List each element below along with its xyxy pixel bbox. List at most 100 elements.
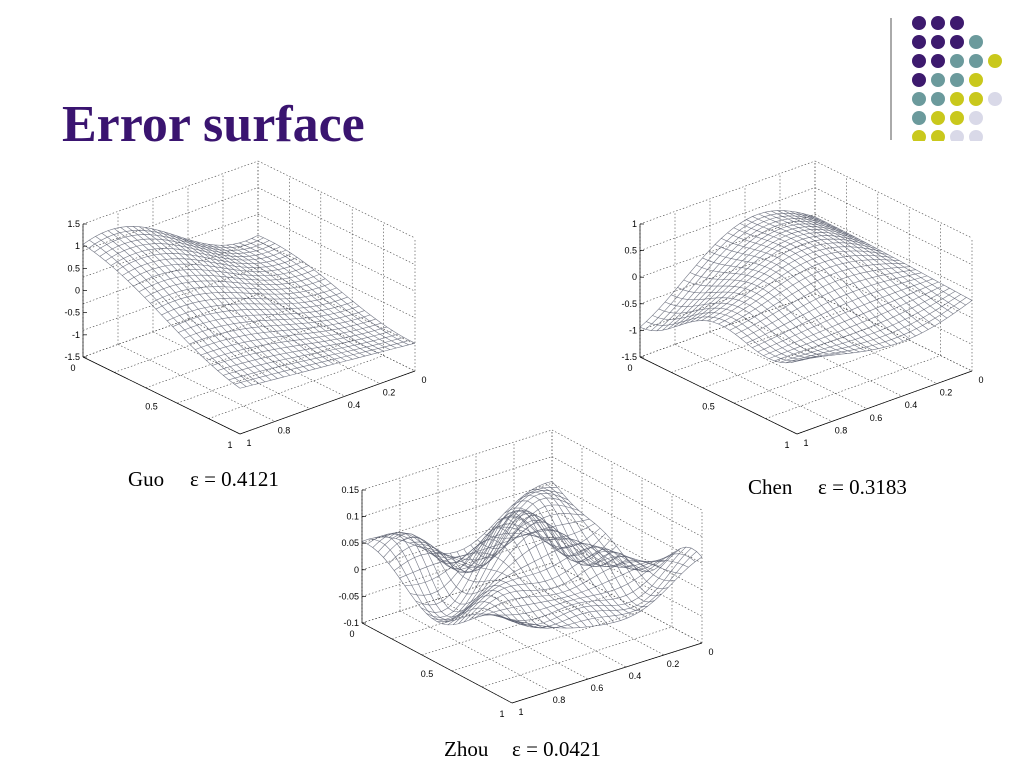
surface-mesh: [200, 318, 376, 356]
y-tick-label: 1: [518, 707, 523, 717]
surface-mesh: [497, 516, 648, 608]
decor-dot: [969, 130, 983, 141]
z-tick-label: 0.05: [341, 538, 359, 548]
wall-grid: [257, 240, 416, 319]
surface-mesh: [485, 551, 676, 616]
z-tick-label: -0.5: [64, 308, 80, 318]
floor-grid: [117, 344, 276, 422]
floor-grid: [222, 306, 381, 384]
surface-mesh: [501, 547, 692, 628]
y-tick-label: 0.2: [383, 388, 396, 398]
floor-grid: [451, 610, 643, 672]
surface-mesh: [217, 330, 393, 371]
decor-dot: [912, 54, 926, 68]
surface-mesh: [814, 216, 973, 301]
wall-grid: [551, 509, 703, 591]
surface-mesh: [506, 551, 697, 629]
surface-mesh: [752, 216, 910, 339]
surface-mesh: [257, 234, 416, 344]
floor-grid: [814, 293, 973, 372]
z-tick-label: -1.5: [621, 352, 637, 362]
wall-grid: [551, 456, 703, 537]
floor-grid: [481, 626, 673, 688]
z-tick-label: -0.1: [343, 618, 359, 628]
surface-mesh: [545, 483, 696, 571]
surface-mesh: [511, 556, 703, 629]
z-tick-label: 0: [354, 565, 359, 575]
floor-grid: [744, 318, 903, 397]
y-tick-label: 0.6: [870, 413, 883, 423]
surface-mesh: [195, 314, 371, 350]
floor-grid: [779, 306, 938, 384]
surface-mesh: [768, 284, 945, 359]
y-tick-label: 1: [803, 438, 808, 448]
z-tick-label: 0.15: [341, 485, 359, 495]
x-tick-label: 1: [499, 709, 504, 719]
floor-grid: [765, 355, 941, 419]
surface-mesh: [189, 239, 347, 362]
surface-mesh: [727, 232, 885, 348]
caption-error: ε = 0.4121: [190, 467, 279, 491]
decor-dot: [931, 73, 945, 87]
y-tick-label: 0: [708, 647, 713, 657]
x-tick-label: 0: [627, 363, 632, 373]
surface-mesh: [740, 269, 916, 339]
y-tick-label: 0: [978, 375, 983, 385]
surface-mesh: [474, 561, 665, 619]
surface-mesh: [170, 233, 328, 366]
surface-mesh: [783, 210, 941, 323]
surface-mesh: [220, 244, 378, 354]
surface-mesh: [729, 263, 905, 331]
surface-mesh: [214, 244, 372, 355]
x-tick-label: 1: [784, 440, 789, 450]
wall-grid: [639, 213, 816, 278]
surface-mesh: [228, 337, 404, 381]
floor-grid: [187, 318, 346, 397]
surface-mesh: [771, 210, 929, 330]
decor-dot: [950, 35, 964, 49]
wall-grid: [257, 160, 416, 239]
surface-mesh: [789, 210, 948, 319]
floor-grid: [734, 339, 910, 404]
surface-mesh: [484, 530, 635, 616]
surface-mesh: [207, 243, 366, 357]
z-tick-label: 1.5: [67, 219, 80, 229]
decor-dot: [950, 16, 964, 30]
surface-mesh: [733, 227, 891, 346]
z-tick-label: 0: [632, 272, 637, 282]
wall-grid: [257, 213, 416, 292]
surface-mesh: [251, 238, 409, 346]
surface-mesh: [195, 241, 353, 360]
caption-name: Zhou: [444, 737, 489, 761]
z-tick-label: 1: [632, 219, 637, 229]
surface-mesh: [551, 481, 703, 573]
surface-mesh: [777, 210, 935, 327]
z-tick-label: -0.05: [338, 591, 359, 601]
wall-grid: [814, 213, 973, 292]
decor-dot: [931, 35, 945, 49]
floor-grid: [513, 574, 665, 656]
wall-grid: [814, 240, 973, 319]
surface-mesh: [456, 509, 608, 625]
wall-grid: [82, 240, 259, 305]
surface-mesh: [377, 493, 569, 574]
surface-mesh: [447, 537, 638, 626]
wall-grid: [551, 482, 703, 564]
y-tick-label: 0.4: [629, 671, 642, 681]
wall-grid: [361, 429, 553, 491]
decor-dot: [950, 54, 964, 68]
decor-dot: [969, 111, 983, 125]
decor-dot: [931, 92, 945, 106]
x-tick-label: 0.5: [145, 402, 158, 412]
surface-mesh: [89, 239, 247, 387]
surface-mesh: [232, 244, 391, 350]
y-tick-label: 0.2: [667, 659, 680, 669]
surface-mesh: [764, 211, 923, 334]
surface-mesh: [176, 235, 334, 365]
surface-mesh: [538, 485, 689, 568]
decor-dot: [931, 16, 945, 30]
decor-dot: [912, 130, 926, 141]
z-tick-label: 0: [75, 286, 80, 296]
decor-dot: [912, 73, 926, 87]
